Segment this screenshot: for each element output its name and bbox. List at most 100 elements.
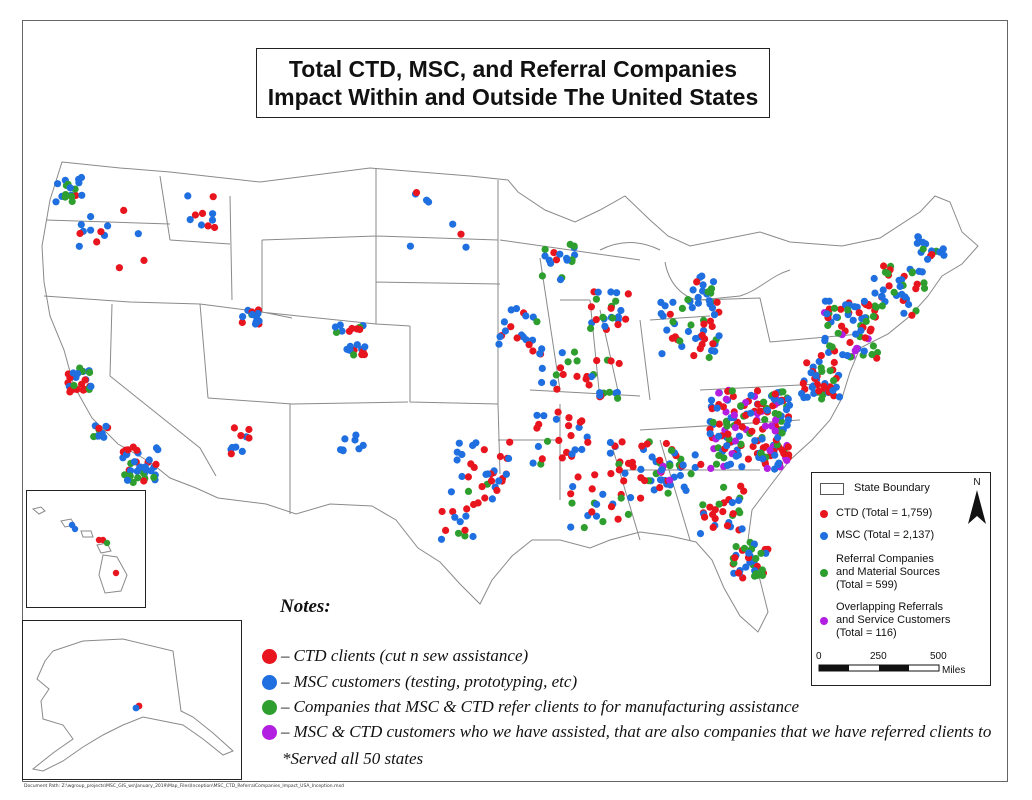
referral-location-marker xyxy=(775,410,783,418)
msc-location-marker xyxy=(601,322,609,330)
referral-location-marker xyxy=(617,494,625,502)
msc-location-marker xyxy=(54,180,62,188)
msc-location-marker xyxy=(449,220,457,228)
msc-location-marker xyxy=(735,496,743,504)
msc-location-marker xyxy=(691,463,699,472)
legend-ctd-label: CTD (Total = 1,759) xyxy=(836,507,933,519)
msc-location-marker xyxy=(857,327,865,335)
referral-location-marker xyxy=(873,348,882,357)
ctd-location-marker xyxy=(230,424,238,432)
map-frame xyxy=(22,20,1008,782)
msc-location-marker xyxy=(208,216,217,224)
note-separator: – xyxy=(281,646,290,665)
ctd-location-marker xyxy=(753,387,762,395)
msc-location-marker xyxy=(613,388,622,397)
msc-location-marker xyxy=(821,297,830,305)
ctd-location-marker xyxy=(556,364,565,372)
msc-location-marker xyxy=(696,530,705,538)
msc-location-marker xyxy=(713,404,721,412)
msc-location-marker xyxy=(775,459,783,467)
ctd-location-marker xyxy=(837,305,845,313)
ctd-location-marker xyxy=(480,446,488,454)
msc-location-marker xyxy=(825,348,833,356)
msc-location-marker xyxy=(495,477,503,485)
ctd-location-marker xyxy=(554,408,562,416)
referral-location-marker xyxy=(587,324,595,332)
msc-location-marker xyxy=(197,221,206,229)
ctd-location-marker xyxy=(830,358,838,367)
ctd-location-marker xyxy=(553,385,561,393)
msc-location-marker xyxy=(583,433,591,441)
msc-location-marker xyxy=(104,222,112,230)
msc-location-marker xyxy=(747,409,755,417)
msc-location-marker xyxy=(708,304,717,312)
msc-location-marker xyxy=(484,470,492,478)
ctd-location-marker xyxy=(442,526,450,535)
note-msc-text: MSC customers (testing, prototyping, etc… xyxy=(293,672,578,691)
legend-ctd: CTD (Total = 1,759) xyxy=(820,507,932,520)
note-msc: – MSC customers (testing, prototyping, e… xyxy=(262,672,577,692)
state-boundaries xyxy=(41,161,979,633)
ctd-location-marker xyxy=(358,351,366,359)
ctd-location-marker xyxy=(607,357,615,365)
msc-location-marker xyxy=(914,233,922,241)
ctd-location-marker xyxy=(618,438,626,446)
ctd-location-marker xyxy=(555,436,563,444)
overlap-location-marker xyxy=(783,456,791,464)
ctd-location-marker xyxy=(345,327,353,335)
ctd-location-marker xyxy=(227,450,235,458)
msc-location-marker xyxy=(145,456,153,464)
msc-location-marker xyxy=(656,476,665,484)
ctd-location-marker xyxy=(880,262,888,270)
ctd-location-marker xyxy=(756,407,764,415)
msc-location-marker xyxy=(352,431,360,439)
msc-location-marker xyxy=(556,250,564,258)
ctd-location-marker xyxy=(245,425,253,434)
ctd-location-marker xyxy=(656,456,664,464)
referral-location-marker xyxy=(908,269,916,277)
msc-location-marker xyxy=(529,459,537,467)
msc-location-marker xyxy=(710,311,719,319)
referral-location-marker xyxy=(568,499,576,507)
msc-location-marker xyxy=(77,173,86,182)
msc-location-marker xyxy=(919,238,927,246)
ctd-location-marker xyxy=(591,471,599,479)
referral-location-marker xyxy=(723,422,731,430)
referral-location-marker xyxy=(868,350,876,359)
legend-referral-line1: Referral Companies xyxy=(836,553,934,565)
msc-location-marker xyxy=(75,242,83,250)
ctd-location-marker xyxy=(245,434,253,442)
ctd-location-marker xyxy=(861,334,869,342)
overlap-location-marker xyxy=(772,416,780,424)
msc-location-marker xyxy=(607,288,615,296)
ctd-location-marker xyxy=(550,249,558,257)
referral-location-marker xyxy=(920,279,928,287)
referral-location-marker xyxy=(62,191,70,199)
ctd-location-marker xyxy=(487,477,496,485)
msc-location-marker xyxy=(871,289,879,297)
ctd-location-marker xyxy=(820,382,828,390)
msc-location-marker xyxy=(843,352,852,360)
referral-location-marker xyxy=(134,474,142,482)
msc-location-marker xyxy=(74,370,82,378)
msc-location-marker xyxy=(850,303,859,311)
msc-location-marker xyxy=(738,525,746,533)
msc-location-marker xyxy=(346,342,354,350)
msc-location-marker xyxy=(723,461,732,469)
ctd-location-marker xyxy=(120,206,128,214)
msc-location-marker xyxy=(617,306,625,315)
referral-location-marker xyxy=(678,304,687,312)
msc-location-marker xyxy=(606,438,615,447)
msc-location-marker xyxy=(684,327,693,336)
ctd-location-marker xyxy=(152,460,160,468)
msc-location-marker xyxy=(694,299,703,307)
ctd-location-marker xyxy=(552,256,561,264)
ctd-location-marker xyxy=(76,229,84,238)
north-arrow: N xyxy=(966,477,988,531)
msc-location-marker xyxy=(451,513,459,521)
referral-location-marker xyxy=(730,559,738,567)
referral-location-marker xyxy=(464,487,473,495)
msc-location-marker xyxy=(821,337,829,345)
msc-location-marker xyxy=(901,293,909,301)
msc-location-marker xyxy=(732,452,740,460)
